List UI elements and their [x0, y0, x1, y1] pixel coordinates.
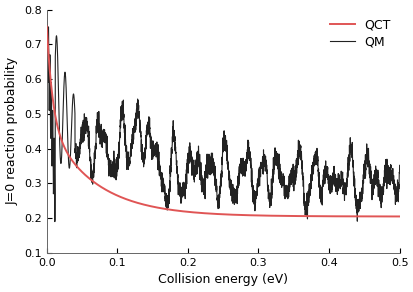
- Y-axis label: J=0 reaction probability: J=0 reaction probability: [5, 57, 19, 205]
- QCT: [187, 210, 192, 214]
- QM: [106, 159, 111, 163]
- QCT: [319, 215, 324, 218]
- QM: [351, 191, 356, 194]
- QM: [389, 167, 394, 170]
- QCT: [325, 215, 330, 218]
- QCT: [44, 25, 49, 28]
- QCT: [199, 211, 204, 215]
- QM: [52, 220, 57, 223]
- QM: [396, 164, 401, 167]
- QCT: [286, 214, 291, 218]
- Line: QCT: QCT: [47, 27, 399, 216]
- QM: [45, 8, 50, 11]
- Line: QM: QM: [47, 10, 399, 222]
- QM: [195, 150, 199, 153]
- QCT: [80, 171, 85, 174]
- QCT: [396, 215, 401, 218]
- QM: [180, 190, 185, 193]
- X-axis label: Collision energy (eV): Collision energy (eV): [158, 273, 287, 286]
- QM: [85, 124, 90, 128]
- Legend: QCT, QM: QCT, QM: [324, 13, 395, 53]
